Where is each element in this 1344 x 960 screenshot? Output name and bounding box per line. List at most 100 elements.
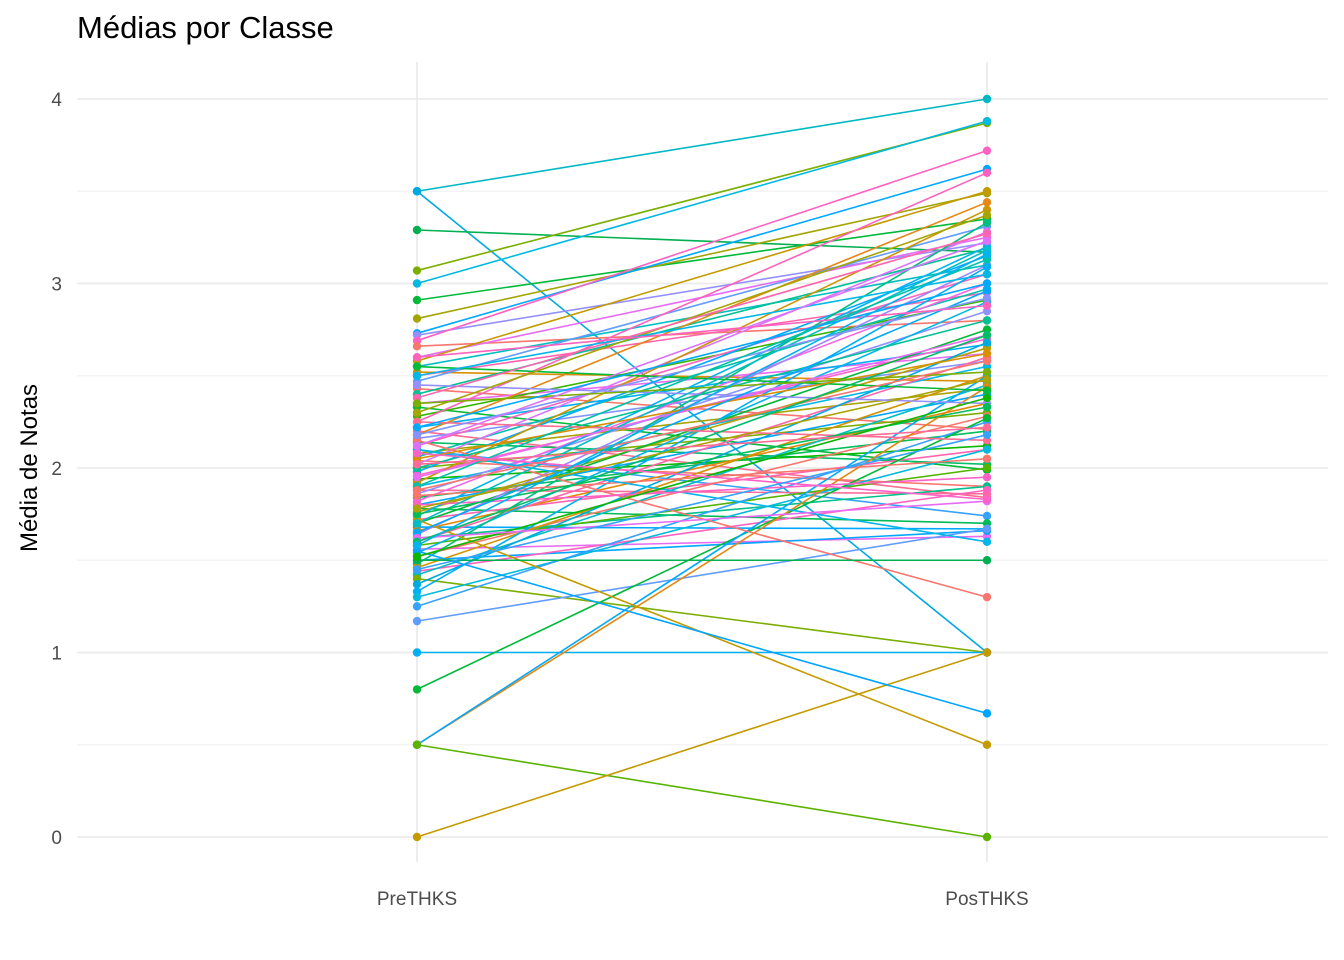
data-point <box>412 399 422 408</box>
series-line <box>416 448 988 543</box>
data-point <box>982 832 992 842</box>
series-line <box>416 149 988 342</box>
data-point <box>982 556 992 565</box>
data-point <box>982 94 992 104</box>
series-line <box>416 417 988 691</box>
series-line <box>416 319 988 348</box>
data-point <box>982 218 992 227</box>
data-point <box>982 445 992 454</box>
data-point <box>982 211 992 220</box>
data-point <box>412 565 422 574</box>
data-point <box>982 740 992 749</box>
data-point <box>412 460 422 469</box>
series-line <box>416 232 988 399</box>
series-line <box>416 258 988 488</box>
series-line <box>416 434 988 571</box>
data-point <box>982 367 992 377</box>
series-line <box>416 190 988 362</box>
data-point <box>412 685 422 694</box>
y-axis-title: Média de Notas <box>16 384 43 552</box>
series-line <box>416 304 988 359</box>
series-line <box>416 214 988 414</box>
series-line <box>416 550 988 715</box>
y-tick-label: 2 <box>51 459 62 480</box>
y-tick-label: 3 <box>51 275 62 296</box>
data-point <box>412 504 422 513</box>
series-lines <box>416 98 988 838</box>
series-line <box>416 282 988 429</box>
x-axis-ticks: PreTHKS PosTHKS <box>377 889 1029 910</box>
data-point <box>982 356 992 366</box>
series-line <box>416 290 988 534</box>
data-point <box>412 314 422 323</box>
series-line <box>416 415 988 558</box>
data-point <box>412 485 422 495</box>
data-point <box>982 454 992 463</box>
data-point <box>412 353 422 362</box>
series-line <box>416 242 988 336</box>
data-point <box>412 580 422 589</box>
series-line <box>416 291 988 377</box>
series-line <box>416 651 988 838</box>
data-point <box>982 229 992 238</box>
data-point <box>412 295 422 305</box>
series-line <box>416 529 988 562</box>
data-point <box>412 592 422 602</box>
series-line <box>416 347 988 514</box>
y-tick-label: 1 <box>51 644 62 665</box>
series-line <box>416 577 988 654</box>
data-point <box>982 236 992 246</box>
data-point <box>982 537 992 546</box>
data-point <box>982 262 992 272</box>
data-point <box>412 362 422 371</box>
data-point <box>982 316 992 325</box>
data-points <box>412 94 992 842</box>
data-point <box>412 225 422 235</box>
series-line <box>416 378 988 510</box>
data-point <box>982 473 992 482</box>
data-point <box>982 330 992 340</box>
y-axis-ticks: 0 1 2 3 4 <box>51 90 62 849</box>
data-point <box>412 648 422 657</box>
series-line <box>416 190 988 654</box>
series-line <box>416 387 988 455</box>
series-line <box>416 208 988 484</box>
y-tick-label: 4 <box>51 90 62 111</box>
series-line <box>416 452 988 501</box>
data-point <box>412 616 422 626</box>
series-line <box>416 273 988 377</box>
data-point <box>982 485 992 495</box>
series-line <box>416 397 988 558</box>
data-point <box>412 266 422 275</box>
y-tick-label: 0 <box>51 828 62 849</box>
data-point <box>982 279 992 288</box>
data-point <box>982 393 992 403</box>
data-point <box>982 286 992 296</box>
series-line <box>416 743 988 838</box>
data-point <box>982 338 992 347</box>
data-point <box>412 371 422 380</box>
series-line <box>416 249 988 525</box>
series-line <box>416 360 988 491</box>
data-point <box>982 430 992 439</box>
data-point <box>412 380 422 390</box>
data-point <box>982 524 992 534</box>
data-point <box>412 279 422 288</box>
data-point <box>982 146 992 155</box>
series-line <box>416 371 988 383</box>
series-line <box>416 301 988 554</box>
data-point <box>412 342 422 351</box>
data-point <box>412 541 422 550</box>
x-tick-label: PreTHKS <box>377 889 457 910</box>
series-line <box>416 421 988 608</box>
data-point <box>982 198 992 207</box>
series-line <box>416 439 988 598</box>
data-point <box>412 423 422 432</box>
data-point <box>412 187 422 196</box>
data-point <box>412 449 422 458</box>
series-line <box>416 168 988 335</box>
data-point <box>412 740 422 749</box>
series-line <box>416 218 988 301</box>
series-line <box>416 371 988 405</box>
x-tick-label: PosTHKS <box>945 889 1028 910</box>
